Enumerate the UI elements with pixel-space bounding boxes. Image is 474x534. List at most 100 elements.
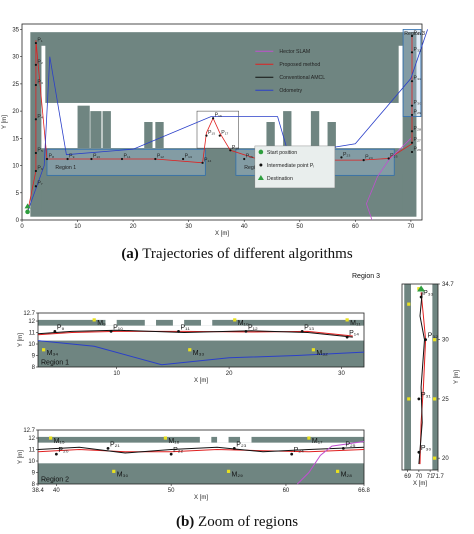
map-floor-group [30,32,417,217]
map-waypoint [387,157,390,160]
map-waypoint-label: P₁₉ [246,154,253,160]
map-waypoint-label: P₁₅ [208,130,215,136]
r3-landmark [433,456,437,460]
map-waypoint-label: P₂₆ [414,146,422,152]
region-2-label: Region 2 [244,165,265,171]
map-waypoint [182,157,185,161]
r2-landmark-label: M₂₈ [341,471,353,478]
map-waypoint [410,130,414,133]
r3-right-wall [432,284,438,470]
r2-ytick-label: 11 [29,448,36,454]
map-pillar [327,122,336,149]
map-xlabel: X [m] [215,231,229,237]
r3-waypoint [424,338,428,342]
r2-xtick-label: 60 [283,488,290,494]
r1-gap [105,313,117,326]
legend-label-hector-slam: Hector SLAM [279,49,310,55]
r2-waypoint [232,446,236,450]
map-waypoint [90,157,93,161]
map-waypoint [66,157,69,161]
map-waypoint-label: P₁₄ [204,157,211,163]
r3-waypoint-label: P₃₃ [423,290,434,297]
map-xtick-label: 70 [408,224,415,230]
r1-xlabel: X [m] [194,378,208,384]
r3-destination-marker [417,285,426,292]
r1-ytick-label: 12.7 [23,311,35,317]
map-waypoint-label: P₈ [49,154,55,160]
r3-landmark [407,302,411,306]
map-waypoint-label: P₃₁ [414,76,422,82]
r2-ytick-label: 12.7 [23,428,35,434]
map-xtick-label: 30 [185,224,192,230]
r2-gap [240,430,252,443]
r1-xtick-label: 10 [113,371,120,377]
map-waypoint [205,134,208,137]
r1-ylabel: Y [m] [18,333,24,347]
map-pillar [266,122,275,149]
map-waypoint [34,185,37,188]
r2-landmark [163,436,168,440]
map-xtick-label: 60 [352,224,359,230]
r2-ytick-label: 10 [28,459,35,465]
legend-destination-label: Destination [267,176,293,182]
r2-ytick-label: 9 [32,471,36,477]
map-waypoint-label: P₃ [37,79,43,85]
r1-waypoint-label: P₉ [57,324,65,331]
map-waypoint-label: P₉ [69,154,75,160]
map-waypoint [362,159,365,162]
map-waypoint-label: P₂₅ [390,153,398,159]
map-waypoint [410,51,414,54]
map-ytick-label: 30 [12,55,19,61]
legend-intermediate-icon [259,163,263,167]
map-waypoint [201,161,204,164]
map-waypoint-label: P₅ [37,148,43,154]
caption-a-text: Trajectories of different algorithms [142,246,353,262]
r2-xtick-label: 40 [53,488,60,494]
r3-landmark [407,397,411,401]
map-ytick-label: 0 [16,218,20,224]
r2-frame [37,429,365,485]
r2-waypoint [106,446,110,450]
map-ytick-label: 5 [16,191,20,197]
map-waypoint-label: P₁₀ [93,154,100,160]
map-frame [21,23,423,221]
r2-waypoint-label: P₂₂ [173,447,183,454]
r1-landmark [345,318,349,322]
r1-landmark-label: M₃₃ [193,350,205,357]
r1-gap [172,313,185,326]
r3-waypoint [417,397,421,401]
r2-xtick-label: 50 [168,488,175,494]
map-waypoint [34,63,37,66]
map-waypoint-label: P₂₄ [365,155,373,161]
r1-landmark [311,348,316,352]
map-pillar [90,111,102,149]
r2-landmark [226,469,231,473]
r1-xtick-label: 20 [226,371,233,377]
r3-waypoint [417,450,421,454]
map-waypoint-label: P₇ [37,181,42,187]
map-waypoint [218,134,221,137]
r2-landmark [112,469,116,473]
r2-ytick-label: 8 [32,482,36,488]
r2-waypoint-label: P₂₄ [294,447,304,454]
r2-waypoint [169,452,173,456]
r2-waypoint [341,446,345,450]
r2-region-title: Region 2 [41,477,69,484]
map-waypoint [410,34,414,38]
r2-xlabel: X [m] [194,495,208,501]
map-waypoint [45,157,49,161]
map-waypoint-label: P₂ [37,59,42,65]
map-waypoint [154,157,157,161]
caption-a-tag: (a) [121,246,139,262]
map-waypoint [34,83,37,87]
map-waypoint-label: P₂₉ [414,109,422,115]
r2-waypoint-label: P₂₅ [345,441,355,448]
r1-landmark [92,318,96,322]
r2-waypoint [54,452,58,456]
map-ytick-label: 10 [12,164,19,170]
region-1-box [46,148,206,176]
r3-xtick-label: 71.7 [432,474,444,480]
r2-landmark-label: M₁₅ [54,438,65,445]
r2-lower-floor [38,463,364,484]
